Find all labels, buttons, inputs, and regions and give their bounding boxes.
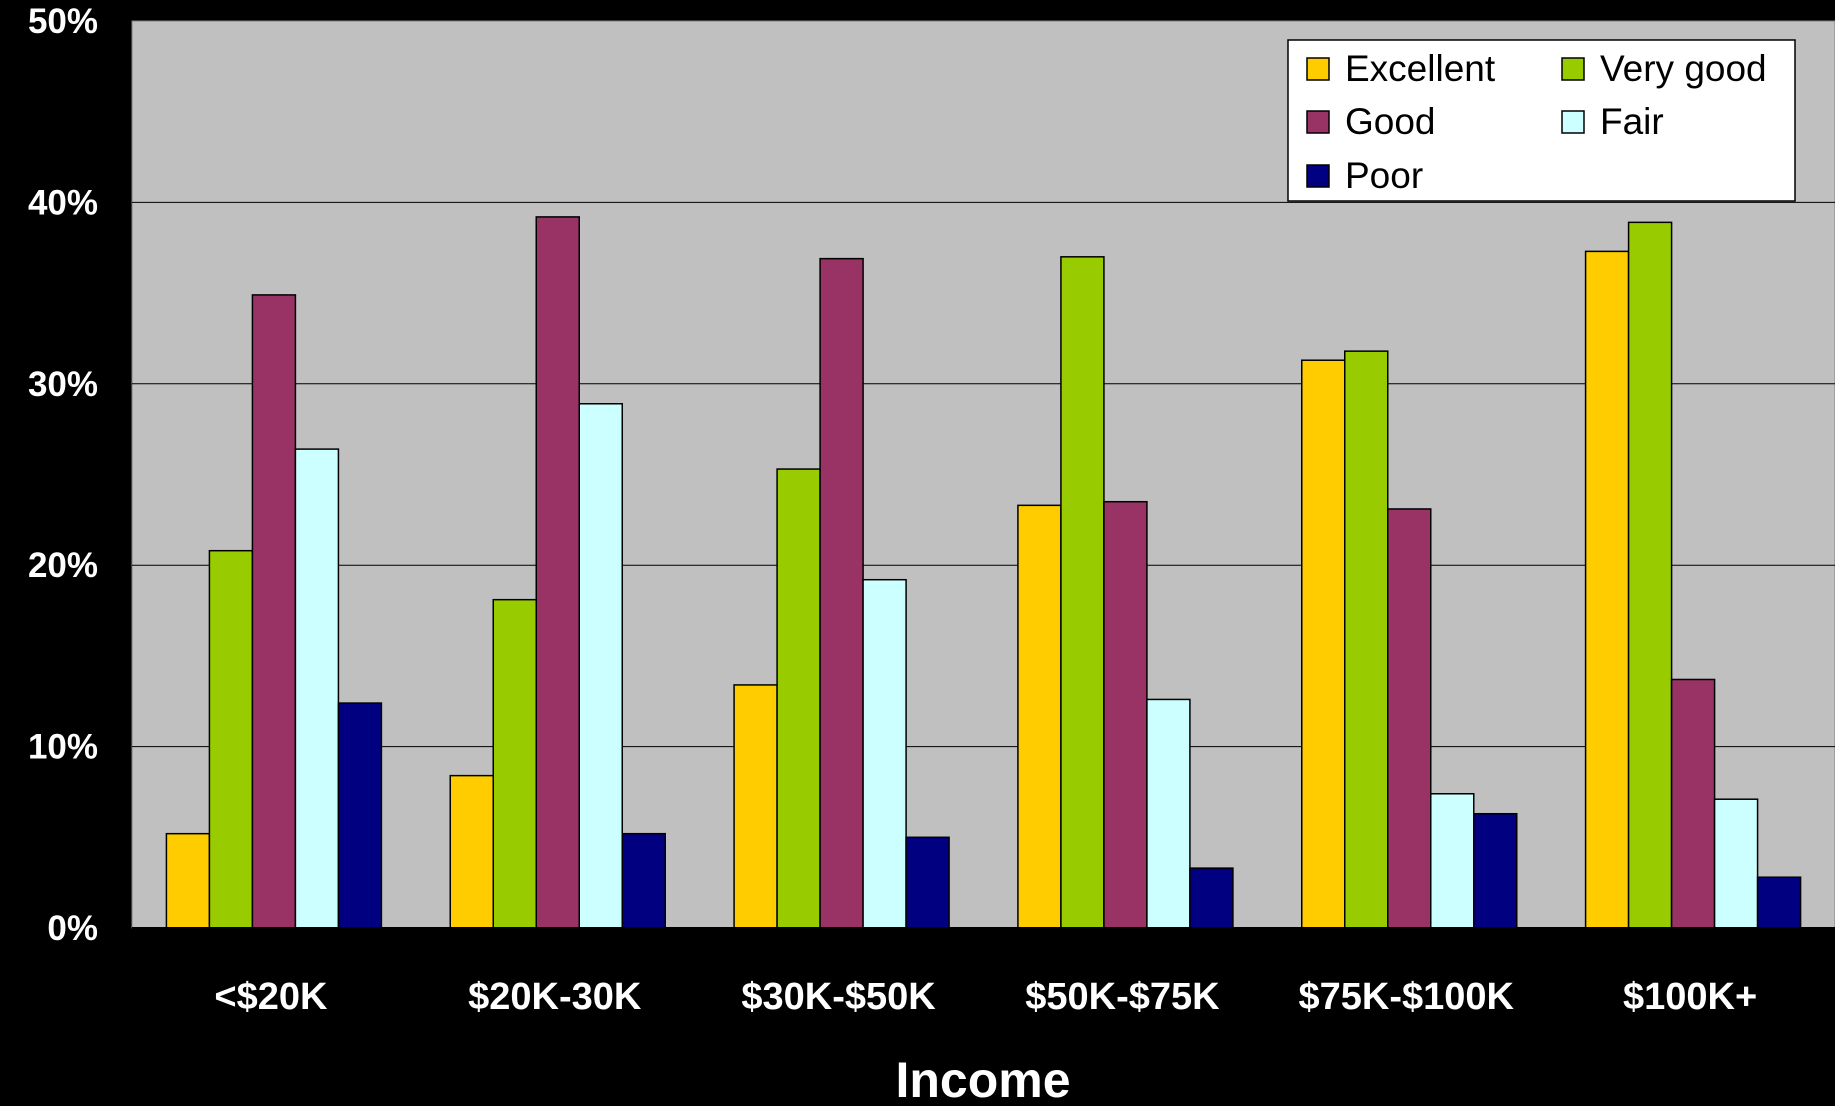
bar <box>1146 698 1191 929</box>
bar <box>337 702 383 929</box>
bar <box>733 684 778 929</box>
gridlines <box>132 201 1835 748</box>
legend-swatch <box>1561 110 1585 134</box>
legend-label: Good <box>1345 101 1436 142</box>
x-tick-label: $30K-$50K <box>741 976 936 1018</box>
bar <box>621 832 666 929</box>
y-tick-label: 30% <box>28 365 98 404</box>
bar <box>1387 508 1432 929</box>
bar <box>449 774 494 929</box>
bar <box>819 257 864 929</box>
bar <box>492 598 537 929</box>
y-tick-label: 40% <box>28 183 98 222</box>
x-tick-label: $100K+ <box>1623 976 1757 1018</box>
y-tick-label: 10% <box>28 728 98 767</box>
bar <box>1584 250 1630 929</box>
legend-swatch <box>1306 57 1330 81</box>
x-tick-label: $20K-30K <box>468 976 642 1018</box>
y-tick-label: 50% <box>28 2 98 41</box>
legend: Excellent Very good Good Fair Poor <box>1287 39 1796 202</box>
bar <box>1301 359 1346 929</box>
bar <box>578 403 623 929</box>
bar <box>776 468 821 929</box>
x-tick-label: <$20K <box>214 976 328 1018</box>
bars <box>165 216 1802 929</box>
x-axis-tick-labels: <$20K $20K-30K $30K-$50K $50K-$75K $75K-$100… <box>214 976 1757 1018</box>
y-tick-label: 0% <box>47 909 98 948</box>
x-tick-label: $50K-$75K <box>1025 976 1220 1018</box>
y-axis-tick-labels: 0% 10% 20% 30% 40% 50% <box>28 2 98 948</box>
bar <box>1473 812 1518 929</box>
bar <box>535 216 580 929</box>
bar <box>294 448 340 929</box>
legend-label: Poor <box>1345 155 1423 196</box>
bar <box>165 832 211 929</box>
bar <box>1756 876 1802 929</box>
legend-label: Fair <box>1600 101 1664 142</box>
bar <box>1017 504 1062 929</box>
x-tick-label: $75K-$100K <box>1299 976 1515 1018</box>
legend-label: Very good <box>1600 48 1767 89</box>
legend-label: Excellent <box>1345 48 1496 89</box>
bar <box>905 836 950 929</box>
legend-box <box>1287 39 1796 202</box>
legend-swatch <box>1561 57 1585 81</box>
bar <box>1627 221 1673 929</box>
bar <box>1670 678 1716 929</box>
x-axis-label: Income <box>895 1052 1070 1106</box>
bar <box>208 549 254 929</box>
bar <box>1713 798 1759 929</box>
legend-swatch <box>1306 110 1330 134</box>
bar <box>1344 350 1389 929</box>
bar <box>1060 256 1105 929</box>
bar <box>1103 500 1148 929</box>
legend-swatch <box>1306 164 1330 188</box>
bar <box>251 294 297 929</box>
bar <box>1430 793 1475 929</box>
y-tick-label: 20% <box>28 546 98 585</box>
bar <box>1189 867 1234 929</box>
bar <box>862 578 907 929</box>
